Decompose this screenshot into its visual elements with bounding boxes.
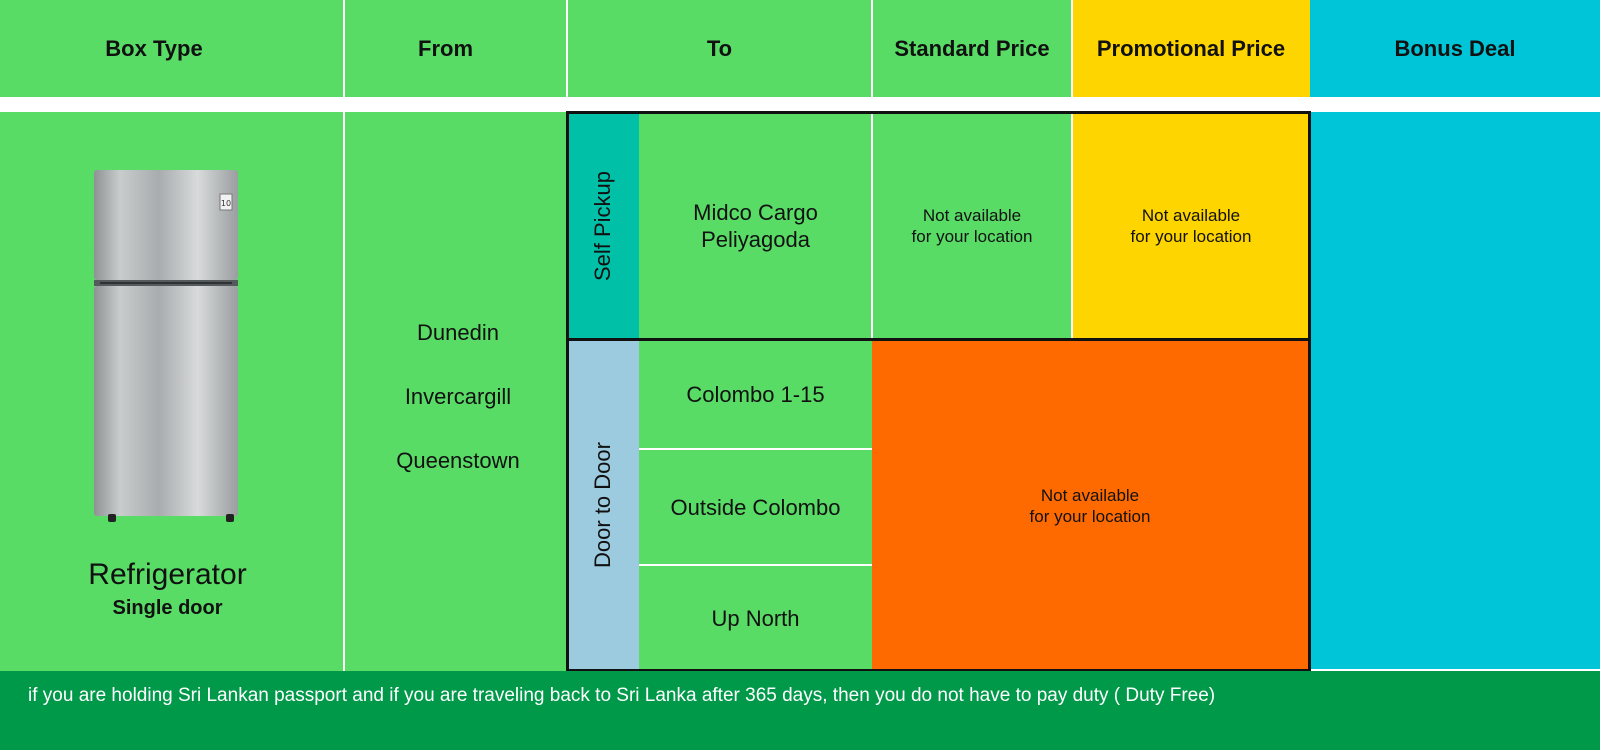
- header-from-label: From: [418, 35, 473, 61]
- divider: [1071, 0, 1073, 97]
- pickup-promotional-price-status: Not available for your location: [1072, 112, 1310, 339]
- border: [1308, 111, 1311, 672]
- header-box-type-label: Box Type: [105, 35, 203, 61]
- door-to-door-price-status: Not available for your location: [872, 341, 1308, 671]
- header-promotional-price-label: Promotional Price: [1096, 35, 1286, 61]
- header-to: To: [567, 0, 872, 97]
- destination-column: [639, 112, 872, 671]
- header-bonus-deal: Bonus Deal: [1310, 0, 1600, 97]
- origin-city: Dunedin: [417, 320, 499, 345]
- divider: [566, 0, 568, 97]
- divider: [639, 564, 872, 566]
- border: [566, 338, 1311, 341]
- border: [566, 111, 569, 672]
- pickup-destination-line2: Peliyagoda: [701, 226, 810, 252]
- divider: [343, 0, 345, 97]
- header-standard-price-label: Standard Price: [894, 35, 1050, 61]
- self-pickup-label-cell: Self Pickup: [567, 112, 639, 339]
- border: [566, 669, 1311, 672]
- border: [566, 111, 1311, 114]
- header-promotional-price: Promotional Price: [1072, 0, 1310, 97]
- origin-city: Invercargill: [404, 384, 512, 409]
- divider: [1071, 112, 1073, 339]
- pickup-standard-price-status: Not available for your location: [872, 112, 1072, 339]
- from-cell: [344, 112, 567, 671]
- self-pickup-cell: [567, 112, 639, 339]
- product-variant: Single door: [112, 597, 223, 619]
- door-to-door-label-cell: Door to Door: [567, 339, 639, 671]
- destination-outside-colombo-label: Outside Colombo: [670, 494, 841, 520]
- status-line2: for your location: [1029, 507, 1151, 526]
- divider: [639, 448, 872, 450]
- pickup-destination-line1: Midco Cargo: [693, 199, 818, 225]
- header-standard-price: Standard Price: [872, 0, 1072, 97]
- status-line1: Not available: [1040, 486, 1140, 505]
- divider: [1310, 669, 1600, 671]
- header-to-label: To: [706, 35, 733, 61]
- divider: [871, 112, 873, 339]
- divider: [871, 0, 873, 97]
- bonus-deal-cell: [1310, 112, 1600, 671]
- destination-colombo: Colombo 1-15: [639, 341, 872, 448]
- door-to-door-cell: [567, 339, 639, 671]
- divider: [343, 112, 345, 671]
- footer-note: if you are holding Sri Lankan passport a…: [28, 685, 1216, 706]
- pickup-standard-price-cell: [872, 112, 1072, 339]
- destination-outside-colombo: Outside Colombo: [639, 450, 872, 564]
- status-line2: for your location: [1130, 226, 1252, 246]
- door-to-door-label: Door to Door: [590, 442, 616, 568]
- self-pickup-label: Self Pickup: [590, 170, 615, 281]
- status-line2: for your location: [911, 226, 1033, 246]
- destination-colombo-label: Colombo 1-15: [686, 382, 825, 407]
- destination-up-north-label: Up North: [711, 606, 800, 631]
- pickup-destination: Midco Cargo Peliyagoda: [639, 112, 872, 339]
- pickup-promotional-price-cell: [1072, 112, 1310, 339]
- header-box-type: Box Type: [0, 0, 344, 97]
- status-line1: Not available: [922, 205, 1022, 225]
- header-bonus-deal-label: Bonus Deal: [1394, 35, 1516, 61]
- product-name: Refrigerator: [88, 558, 247, 591]
- refrigerator-badge: 10: [221, 199, 231, 208]
- header-from: From: [344, 0, 567, 97]
- status-line1: Not available: [1141, 205, 1241, 225]
- origin-city: Queenstown: [396, 448, 520, 473]
- footer-banner: if you are holding Sri Lankan passport a…: [0, 671, 1600, 750]
- refrigerator-image: 10: [94, 170, 238, 522]
- door-to-door-price-cell: [872, 339, 1310, 671]
- destination-up-north: Up North: [639, 566, 872, 671]
